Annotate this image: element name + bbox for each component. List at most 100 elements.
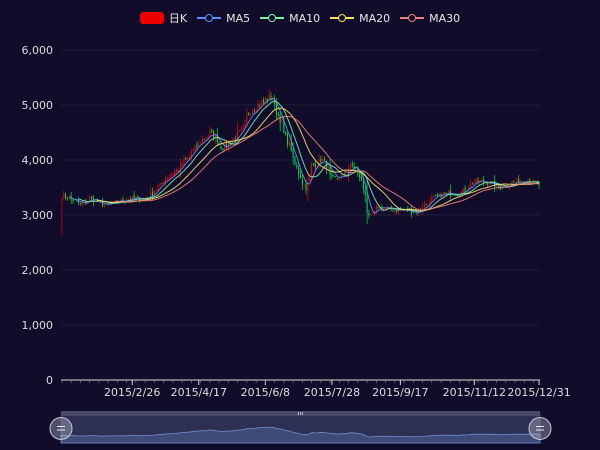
candle-body [468,187,470,190]
candle-body [497,184,499,188]
candle-body [444,192,446,194]
candle-body [486,182,488,185]
candle-body [61,198,63,200]
candle [422,203,424,215]
candle-body [137,196,139,198]
candle-body [318,160,320,167]
candle-body [225,141,228,148]
candle [329,159,331,181]
candle [449,184,451,200]
candle-body [301,179,303,185]
y-tick-label: 3,000 [22,209,54,222]
candle-body [166,178,168,181]
candle [190,149,192,161]
legend-item-ma10[interactable]: MA10 [260,12,320,25]
candle-body [164,178,167,183]
candle [320,155,322,164]
candle [434,194,437,197]
candle-body [250,114,252,116]
candle [192,148,194,152]
candle-body [286,134,289,145]
candle-body [272,97,274,101]
candle-body [81,203,83,205]
candle-body [194,145,196,150]
legend-item-日k[interactable]: 日K [139,10,187,26]
candle [322,155,324,164]
candle-body [181,163,183,165]
candle [177,169,179,172]
candle-body [359,173,361,178]
candle [129,196,131,201]
candle-body [475,179,477,182]
candle [475,178,477,184]
candle-body [412,212,414,214]
candle-body [418,209,420,214]
ma5-line [69,97,540,215]
legend-item-ma20[interactable]: MA20 [330,12,390,25]
candle-body [357,167,359,174]
candle [447,189,450,193]
candle-body [309,177,311,182]
candle-body [477,180,479,183]
candle-body [292,150,294,158]
candle-body [185,158,187,160]
candle [266,98,268,104]
candle-body [336,177,339,179]
candle-body [327,165,329,169]
x-tick-label: 2015/9/17 [372,386,428,399]
candle-body [268,95,270,101]
candle [250,113,252,116]
candle-body [72,199,74,202]
legend-label: MA20 [359,11,391,25]
candle [427,204,429,207]
candle-body [532,180,535,182]
datazoom-left-handle[interactable] [49,417,73,440]
datazoom-preview [60,426,541,444]
candle-body [414,211,416,214]
datazoom-track[interactable] [60,413,541,444]
candle-body [161,183,163,185]
candle-body [423,204,425,208]
candle-body [227,141,229,149]
handle-circle [49,417,73,440]
candle-body [190,151,192,157]
candle [471,182,474,185]
candle-body [385,208,387,210]
legend-swatch [139,12,164,24]
candle [66,196,69,201]
candle-body [198,143,200,147]
candle-body [127,199,130,201]
candle [318,153,320,170]
candle-body [316,165,318,167]
candle [323,156,326,162]
candle [309,173,311,183]
candle-body [177,170,179,172]
candle [79,202,81,206]
candle-body [172,173,174,176]
candle-body [488,184,490,186]
candle-body [240,129,242,132]
x-tick-label: 2015/4/17 [171,386,227,399]
candle-body [344,173,346,176]
datazoom-right-handle[interactable] [528,417,552,440]
legend-item-ma30[interactable]: MA30 [400,12,460,25]
candle-body [237,131,239,141]
candle-body [296,165,298,168]
candle [368,209,370,219]
candle-body [484,182,486,184]
candle-body [388,206,390,208]
candle-body [151,191,154,197]
y-tick-label: 2,000 [22,264,54,277]
legend-item-ma5[interactable]: MA5 [197,12,250,25]
candle-body [224,142,226,151]
candle [277,111,279,118]
candle-body [299,173,302,179]
candle-body [122,199,124,202]
candle-body [205,138,207,140]
candle-body [200,142,202,144]
candle [392,209,394,212]
legend-label: MA30 [429,11,461,25]
ma20-line [97,107,540,211]
candle-body [290,142,292,152]
